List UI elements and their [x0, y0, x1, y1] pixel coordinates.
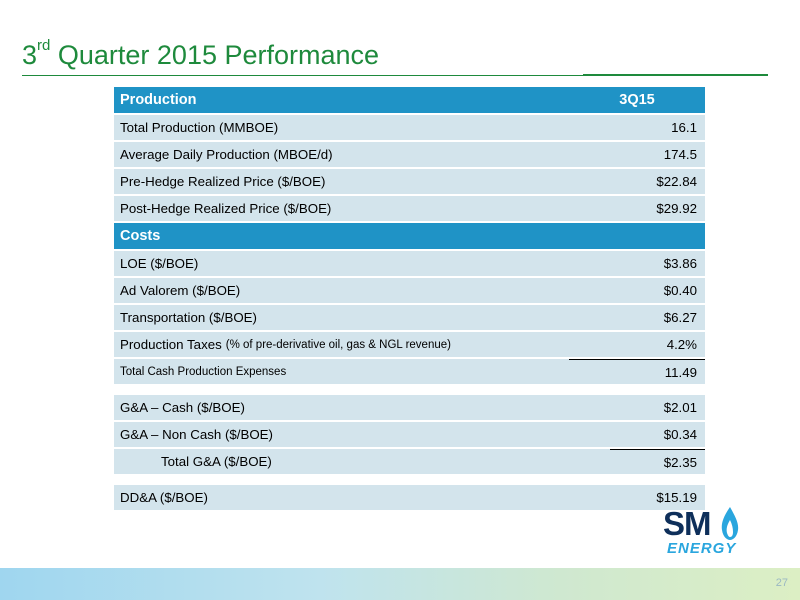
- row-value: $6.27: [663, 310, 697, 325]
- production-header: Production: [120, 92, 197, 108]
- spacer: [114, 386, 705, 395]
- row-label: Transportation ($/BOE): [120, 310, 257, 325]
- footer-band: [0, 568, 800, 600]
- title-underline: [22, 75, 768, 76]
- costs-header-empty: [569, 223, 705, 249]
- table-row: Pre-Hedge Realized Price ($/BOE) $22.84: [114, 169, 705, 194]
- production-header-row: Production 3Q15: [114, 87, 705, 113]
- table-row: DD&A ($/BOE) $15.19: [114, 485, 705, 510]
- table-row: G&A – Cash ($/BOE) $2.01: [114, 395, 705, 420]
- period-header: 3Q15: [619, 92, 655, 108]
- table-row: Post-Hedge Realized Price ($/BOE) $29.92: [114, 196, 705, 221]
- row-value: 11.49: [569, 359, 705, 384]
- row-value: $15.19: [656, 490, 697, 505]
- row-label: Post-Hedge Realized Price ($/BOE): [120, 201, 332, 216]
- page-number: 27: [775, 577, 788, 589]
- row-label: Pre-Hedge Realized Price ($/BOE): [120, 174, 326, 189]
- row-label: Total Production (MMBOE): [120, 120, 279, 135]
- row-label: Ad Valorem ($/BOE): [120, 283, 241, 298]
- table-row: Average Daily Production (MBOE/d) 174.5: [114, 142, 705, 167]
- row-note: (% of pre-derivative oil, gas & NGL reve…: [225, 338, 451, 351]
- row-label: Production Taxes: [120, 337, 222, 352]
- row-value: $2.35: [610, 449, 705, 474]
- table-row: Ad Valorem ($/BOE) $0.40: [114, 278, 705, 303]
- costs-header: Costs: [120, 228, 161, 244]
- row-label: Total G&A ($/BOE): [161, 454, 272, 469]
- row-value: $3.86: [663, 256, 697, 271]
- costs-header-row: Costs: [114, 223, 705, 249]
- table-row: Transportation ($/BOE) $6.27: [114, 305, 705, 330]
- row-label: DD&A ($/BOE): [120, 490, 208, 505]
- table-row: LOE ($/BOE) $3.86: [114, 251, 705, 276]
- slide-title: 3rd Quarter 2015 Performance: [22, 37, 380, 71]
- performance-table: Production 3Q15 Total Production (MMBOE)…: [114, 87, 705, 512]
- row-value: 16.1: [671, 120, 697, 135]
- logo-subtext: ENERGY: [667, 540, 737, 557]
- flame-icon: [721, 507, 739, 540]
- spacer: [114, 476, 705, 485]
- table-row-total: Total Cash Production Expenses 11.49: [114, 359, 705, 384]
- row-value: $0.40: [663, 283, 697, 298]
- table-row: Production Taxes (% of pre-derivative oil…: [114, 332, 705, 357]
- row-label: Total Cash Production Expenses: [120, 365, 287, 378]
- row-label: Average Daily Production (MBOE/d): [120, 147, 333, 162]
- row-label: LOE ($/BOE): [120, 256, 199, 271]
- row-value: $29.92: [656, 201, 697, 216]
- title-rest: Quarter 2015 Performance: [50, 40, 380, 70]
- row-value: 4.2%: [666, 337, 697, 352]
- row-label-wrap: Production Taxes (% of pre-derivative oil…: [114, 332, 567, 357]
- row-value: $0.34: [663, 427, 697, 442]
- title-prefix: 3: [22, 40, 38, 70]
- row-value: 174.5: [663, 147, 697, 162]
- row-value: $22.84: [656, 174, 697, 189]
- title-superscript: rd: [37, 37, 51, 54]
- title-underline-accent: [583, 74, 768, 76]
- table-row: G&A – Non Cash ($/BOE) $0.34: [114, 422, 705, 447]
- row-label: G&A – Non Cash ($/BOE): [120, 427, 273, 442]
- table-row-total: Total G&A ($/BOE) $2.35: [114, 449, 705, 474]
- sm-energy-logo: SM ENERGY: [663, 506, 743, 562]
- row-value: $2.01: [663, 400, 697, 415]
- logo-wordmark: SM: [663, 505, 711, 542]
- table-row: Total Production (MMBOE) 16.1: [114, 115, 705, 140]
- row-label: G&A – Cash ($/BOE): [120, 400, 245, 415]
